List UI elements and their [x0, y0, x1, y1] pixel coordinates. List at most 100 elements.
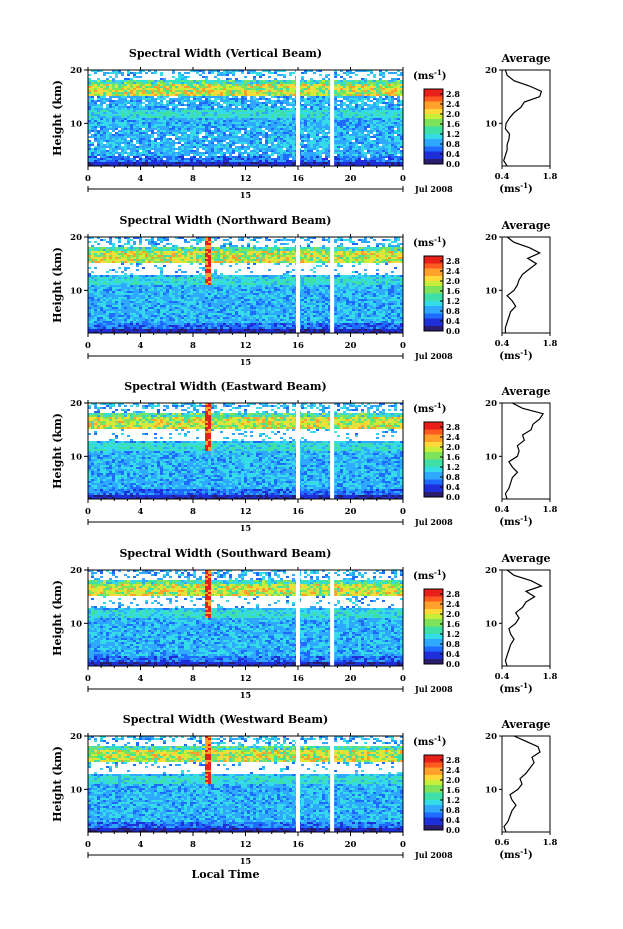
x-tick-label: 12 [240, 840, 252, 850]
colorbar-cell [424, 141, 443, 145]
avg-y-tick-label: 10 [485, 452, 497, 462]
colorbar-cell [424, 298, 443, 302]
heatmap [88, 70, 403, 166]
data-gap [296, 570, 300, 666]
colorbar-frame [423, 754, 444, 831]
average-profile-line [503, 69, 543, 167]
x-tick-label: 12 [240, 341, 252, 351]
colorbar-tick-label: 0.0 [446, 326, 460, 336]
x-tick-label: 12 [240, 507, 252, 517]
colorbar-unit: (ms-1) [413, 401, 446, 415]
y-tick-label: 10 [70, 452, 82, 462]
colorbar-cell [424, 651, 443, 655]
colorbar-cell [424, 424, 443, 428]
colorbar-cell [424, 621, 443, 625]
x-tick-label: 20 [345, 674, 357, 684]
x-axis-label: Local Time [192, 868, 260, 881]
date-label: Jul 2008 [414, 684, 453, 694]
colorbar-cell [424, 631, 443, 635]
average-title: Average [500, 219, 550, 232]
colorbar-cell [424, 649, 443, 652]
x-tick-label: 16 [292, 341, 304, 351]
colorbar-cell [424, 271, 443, 274]
colorbar-cell [424, 629, 443, 632]
colorbar-tick-label: 1.6 [446, 286, 460, 296]
colorbar-cell [424, 792, 443, 796]
colorbar-tick-label: 1.2 [446, 129, 460, 139]
colorbar-tick-label: 1.2 [446, 795, 460, 805]
colorbar-cell [424, 611, 443, 615]
colorbar-cell [424, 591, 443, 595]
colorbar-cell [424, 477, 443, 480]
colorbar-cell [424, 810, 443, 813]
panel-title: Spectral Width (Vertical Beam) [129, 47, 322, 60]
colorbar-cell [424, 94, 443, 97]
colorbar-cell [424, 644, 443, 647]
colorbar-cell [424, 760, 443, 763]
colorbar-cell [424, 462, 443, 465]
colorbar-cell [424, 596, 443, 600]
avg-x-tick-label: 1.8 [543, 838, 558, 848]
heatmap [88, 736, 403, 832]
x-tick-label: 4 [138, 674, 144, 684]
colorbar-cell [424, 589, 443, 592]
colorbar-cell [424, 91, 443, 95]
colorbar-cell [424, 464, 443, 468]
y-tick-label: 20 [70, 566, 82, 576]
panel-2: Spectral Width (Eastward Beam) 0 4 8 12 16 20 0… [51, 380, 557, 533]
colorbar-cell [424, 815, 443, 818]
colorbar-cell [424, 437, 443, 440]
colorbar-cell [424, 624, 443, 627]
colorbar-cell [424, 777, 443, 781]
average-profile-line [504, 402, 545, 500]
x-tick-label: 8 [190, 174, 196, 184]
colorbar-cell [424, 601, 443, 605]
colorbar-cell [424, 474, 443, 478]
colorbar-cell [424, 459, 443, 463]
colorbar-cell [424, 328, 443, 332]
panel-0: Spectral Width (Vertical Beam) 0 4 8 12 16 20 0… [51, 47, 557, 200]
colorbar-cell [424, 286, 443, 289]
y-tick-label: 10 [70, 119, 82, 129]
colorbar-cell [424, 807, 443, 811]
average-frame [501, 236, 551, 334]
date-label: Jul 2008 [414, 850, 453, 860]
colorbar-cell [424, 256, 443, 259]
day-marker: 15 [240, 357, 251, 367]
colorbar-tick-label: 2.8 [446, 589, 460, 599]
colorbar-cell [424, 609, 443, 612]
data-gap [330, 70, 335, 166]
colorbar-tick-label: 1.6 [446, 785, 460, 795]
colorbar-cell [424, 263, 443, 267]
colorbar-cell [424, 99, 443, 102]
avg-y-tick-label: 20 [485, 566, 497, 576]
x-tick-label: 8 [190, 840, 196, 850]
colorbar-cell [424, 293, 443, 297]
y-axis-label: Height (km) [51, 580, 64, 656]
x-tick-label: 0 [85, 341, 91, 351]
colorbar-cell [424, 313, 443, 317]
avg-x-tick-label: 1.8 [543, 172, 558, 182]
y-tick-label: 10 [70, 286, 82, 296]
colorbar-cell [424, 494, 443, 498]
colorbar-tick-label: 2.4 [446, 266, 460, 276]
colorbar-cell [424, 311, 443, 314]
colorbar-cell [424, 770, 443, 773]
colorbar-cell [424, 316, 443, 319]
y-tick-label: 10 [70, 619, 82, 629]
colorbar-cell [424, 626, 443, 630]
colorbar-tick-label: 0.8 [446, 306, 460, 316]
x-tick-label: 0 [85, 840, 91, 850]
data-gap [296, 237, 300, 333]
colorbar-tick-label: 0.4 [446, 316, 460, 326]
colorbar-cell [424, 795, 443, 798]
colorbar-cell [424, 106, 443, 110]
colorbar-tick-label: 0.4 [446, 482, 460, 492]
colorbar-cell [424, 422, 443, 425]
colorbar-cell [424, 291, 443, 294]
colorbar-tick-label: 2.4 [446, 432, 460, 442]
x-tick-label: 4 [138, 507, 144, 517]
colorbar-cell [424, 641, 443, 645]
y-tick-label: 20 [70, 399, 82, 409]
colorbar-cell [424, 646, 443, 650]
